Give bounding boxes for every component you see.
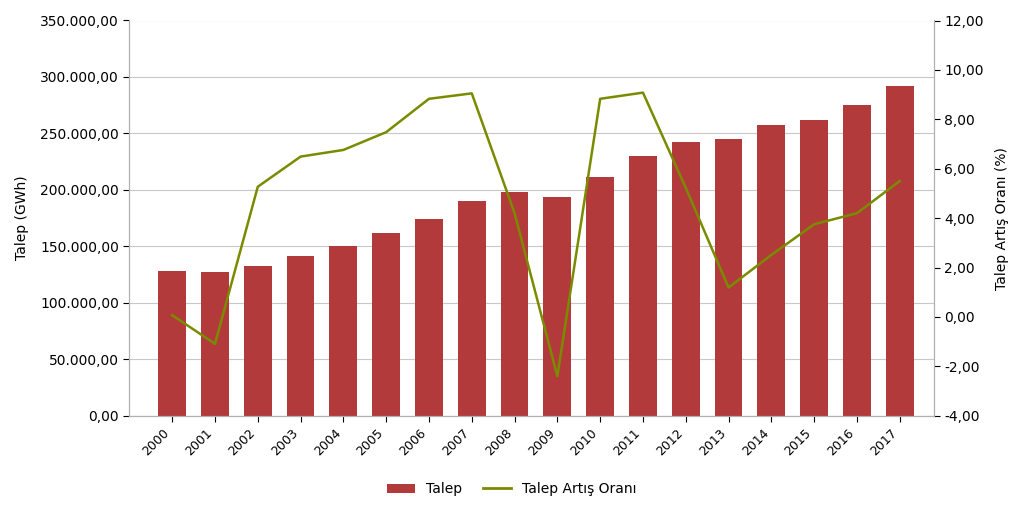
Bar [672,142,699,416]
Bar [587,177,614,416]
Bar [843,105,870,416]
Bar [287,256,314,416]
Bar [373,233,400,416]
Bar [415,218,443,416]
Bar [330,246,357,416]
Bar [544,196,571,416]
Y-axis label: Talep Artış Oranı (%): Talep Artış Oranı (%) [995,146,1009,289]
Legend: Talep, Talep Artış Oranı: Talep, Talep Artış Oranı [382,477,642,502]
Bar [629,156,656,416]
Y-axis label: Talep (GWh): Talep (GWh) [15,176,29,261]
Bar [501,192,528,416]
Bar [201,272,229,416]
Bar [159,271,186,416]
Bar [458,200,485,416]
Bar [886,86,913,416]
Bar [715,139,742,416]
Bar [244,266,271,416]
Bar [800,120,828,416]
Bar [758,125,785,416]
